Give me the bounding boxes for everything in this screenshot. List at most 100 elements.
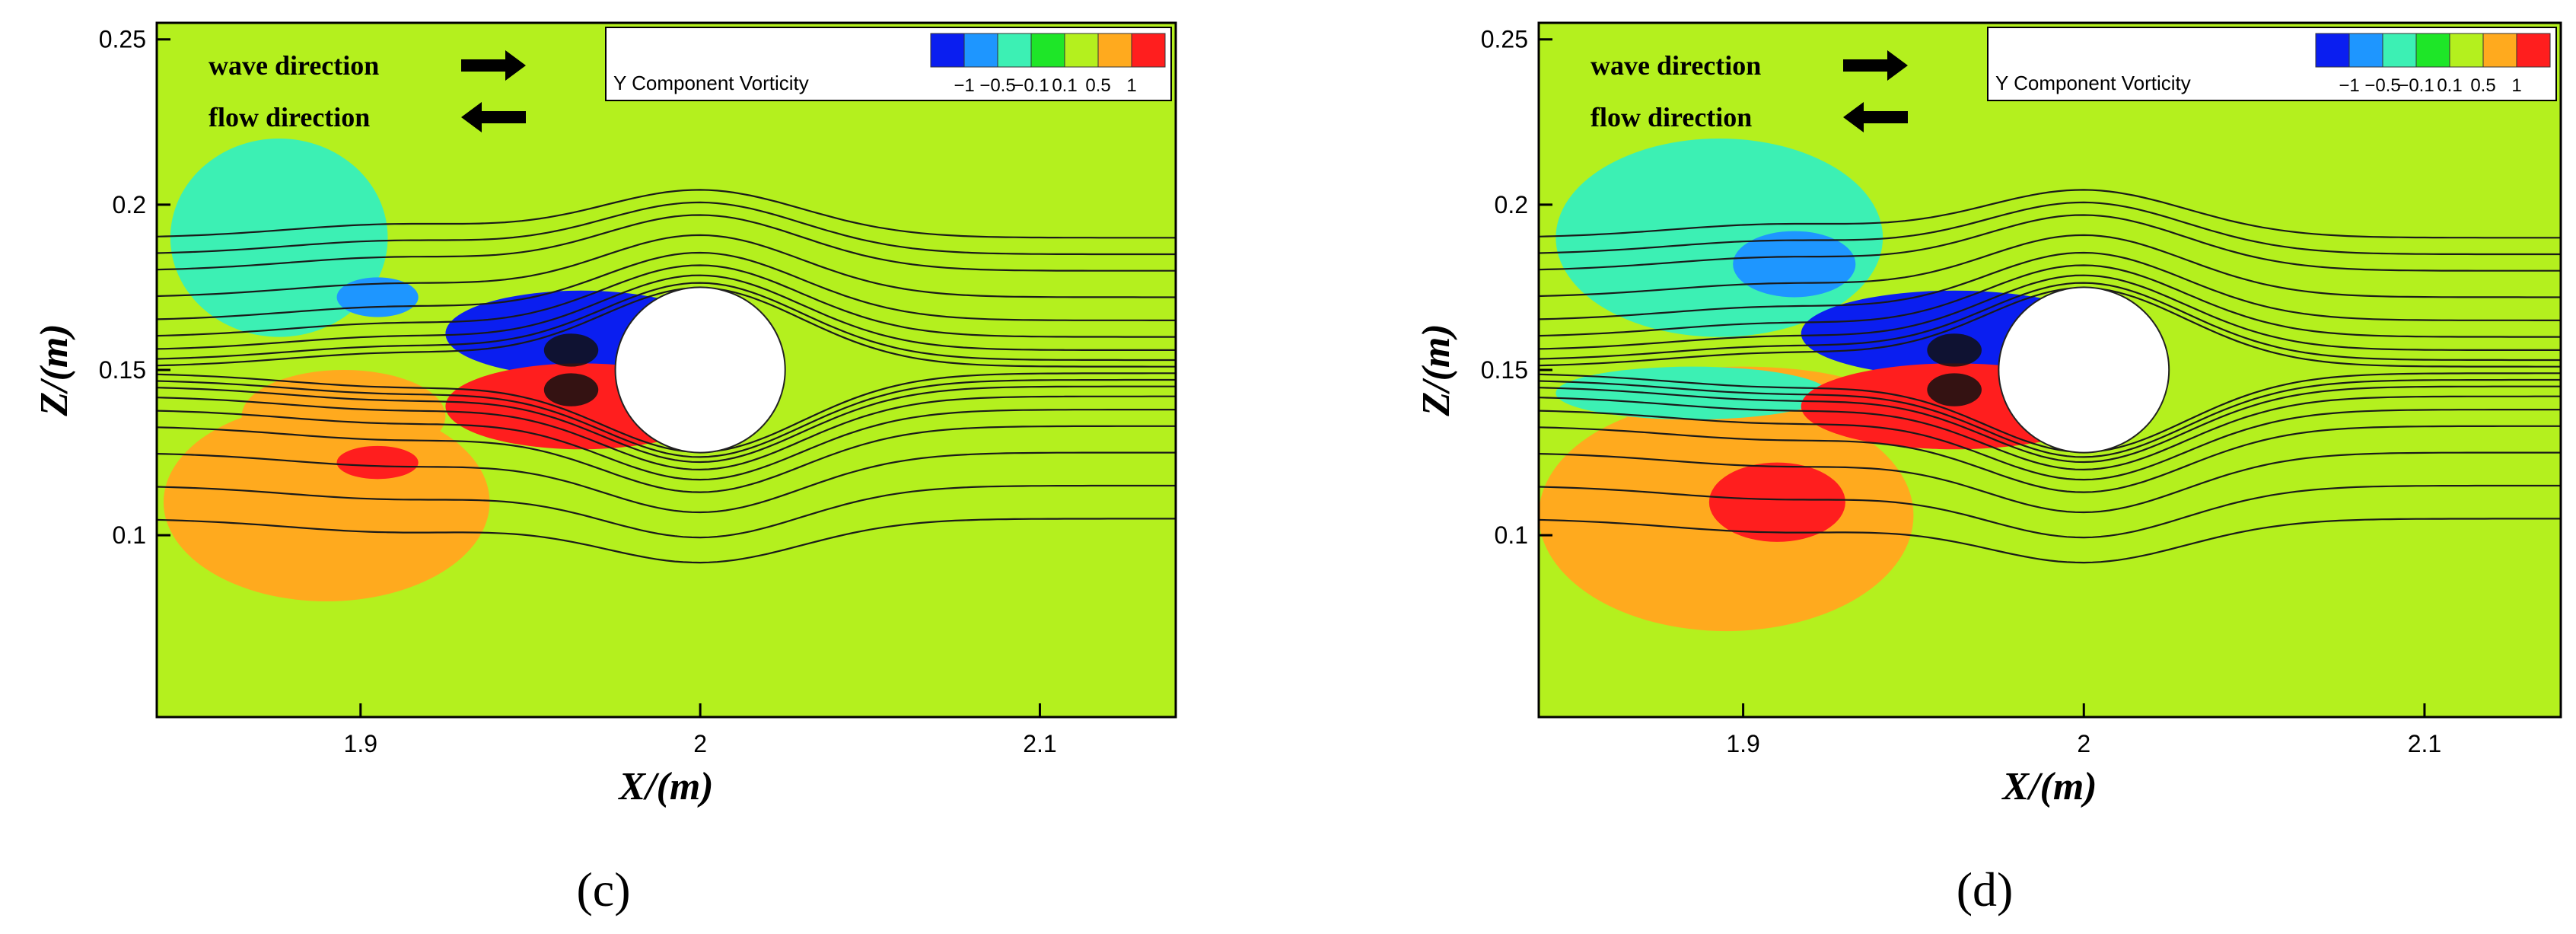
streamline bbox=[157, 395, 1176, 471]
annotation-text: flow direction bbox=[1590, 102, 1752, 132]
cylinder bbox=[614, 286, 786, 454]
streamline bbox=[1539, 189, 2561, 239]
legend-level-label: 0.5 bbox=[1085, 75, 1110, 96]
x-axis-label: X/(m) bbox=[2001, 765, 2097, 808]
legend-title: Y Component Vorticity bbox=[1995, 72, 2191, 94]
panel-c: 1.9 2 2.1 0.1 0.15 0.2 0.25 X/(m) Z/(m) (c) wave d… bbox=[33, 21, 1177, 916]
streamline bbox=[1539, 201, 2561, 256]
legend-swatch bbox=[1064, 33, 1099, 68]
streamline bbox=[157, 372, 1176, 453]
flow-direction-arrow-icon bbox=[1843, 102, 1908, 132]
streamline bbox=[1539, 287, 2561, 368]
legend-swatch bbox=[2315, 33, 2350, 68]
plot-area bbox=[1539, 23, 2561, 717]
y-axis-label: Z/(m) bbox=[33, 324, 76, 416]
legend-level-label: −1 bbox=[2339, 75, 2359, 96]
annotation-text: wave direction bbox=[1590, 50, 1761, 81]
vorticity-region bbox=[1555, 366, 1829, 420]
streamline bbox=[157, 425, 1176, 493]
streamline bbox=[1539, 518, 2561, 564]
x-tick-label: 1.9 bbox=[1726, 730, 1759, 757]
legend-swatch bbox=[963, 33, 998, 68]
streamline bbox=[157, 287, 1176, 368]
legend-swatch bbox=[2415, 33, 2450, 68]
legend-title: Y Component Vorticity bbox=[613, 72, 809, 94]
streamline bbox=[157, 234, 1176, 298]
streamline bbox=[157, 189, 1176, 239]
y-tick-label: 0.15 bbox=[99, 356, 146, 384]
streamline bbox=[157, 484, 1176, 539]
vorticity-region bbox=[170, 138, 388, 337]
vortex-core bbox=[1927, 333, 1982, 367]
x-tick-label: 2 bbox=[693, 730, 707, 757]
legend-level-label: −0.5 bbox=[2364, 75, 2400, 96]
legend-level-label: 1 bbox=[1126, 75, 1136, 96]
legend-swatch bbox=[2449, 33, 2484, 68]
legend-level-label: −1 bbox=[954, 75, 974, 96]
streamline bbox=[1539, 425, 2561, 493]
y-tick-label: 0.15 bbox=[1481, 356, 1528, 384]
streamline bbox=[157, 264, 1176, 338]
streamline bbox=[1539, 378, 2561, 458]
legend-swatch bbox=[997, 33, 1032, 68]
streamline bbox=[1539, 372, 2561, 453]
streamline bbox=[157, 385, 1176, 464]
y-axis-label: Z/(m) bbox=[1415, 324, 1458, 416]
legend-level-label: −0.1 bbox=[2398, 75, 2434, 96]
vortex-core bbox=[543, 333, 599, 367]
panel-label: (d) bbox=[1957, 862, 2014, 916]
streamline bbox=[1539, 385, 2561, 464]
legend-swatch bbox=[930, 33, 965, 68]
x-tick-label: 2.1 bbox=[2408, 730, 2441, 757]
vorticity-region bbox=[336, 445, 419, 480]
streamline bbox=[157, 451, 1176, 514]
streamline bbox=[157, 201, 1176, 256]
streamline bbox=[1539, 395, 2561, 471]
vorticity-region bbox=[1708, 462, 1845, 542]
legend-level-label: −0.1 bbox=[1013, 75, 1049, 96]
streamline bbox=[157, 274, 1176, 351]
streamline bbox=[157, 282, 1176, 362]
x-tick-label: 2 bbox=[2077, 730, 2090, 757]
legend-swatch bbox=[2348, 33, 2383, 68]
y-tick-label: 0.2 bbox=[1495, 191, 1528, 218]
y-tick-label: 0.1 bbox=[1495, 521, 1528, 549]
streamline bbox=[1539, 234, 2561, 298]
cylinder bbox=[1998, 286, 2170, 454]
legend-level-label: 0.5 bbox=[2470, 75, 2495, 96]
legend-swatch bbox=[2516, 33, 2551, 68]
streamline bbox=[1539, 264, 2561, 338]
streamline bbox=[1539, 214, 2561, 272]
streamline bbox=[1539, 484, 2561, 539]
streamline bbox=[157, 214, 1176, 272]
wave-direction-arrow-icon bbox=[1843, 50, 1908, 81]
flow-direction-arrow-icon bbox=[461, 102, 526, 132]
panel-label: (c) bbox=[576, 862, 630, 916]
x-tick-label: 2.1 bbox=[1023, 730, 1056, 757]
legend-swatch bbox=[1097, 33, 1132, 68]
x-tick-label: 1.9 bbox=[344, 730, 377, 757]
streamline bbox=[1539, 274, 2561, 351]
streamline bbox=[1539, 282, 2561, 362]
legend-swatch bbox=[1131, 33, 1166, 68]
streamline bbox=[157, 378, 1176, 458]
plot-area bbox=[157, 23, 1176, 717]
legend-swatch bbox=[2382, 33, 2417, 68]
vortex-core bbox=[1927, 373, 1982, 406]
panel-d: 1.9 2 2.1 0.1 0.15 0.2 0.25 X/(m) Z/(m) (d) wave d… bbox=[1415, 21, 2562, 916]
vorticity-region bbox=[1733, 231, 1856, 298]
legend-level-label: 0.1 bbox=[1052, 75, 1077, 96]
y-tick-label: 0.25 bbox=[99, 26, 146, 53]
legend-level-label: −0.5 bbox=[979, 75, 1015, 96]
annotation-text: flow direction bbox=[209, 102, 370, 132]
y-tick-label: 0.1 bbox=[113, 521, 146, 549]
x-axis-label: X/(m) bbox=[617, 765, 713, 808]
streamline bbox=[1539, 251, 2561, 321]
streamline bbox=[157, 251, 1176, 321]
legend-level-label: 1 bbox=[2511, 75, 2521, 96]
streamline bbox=[1539, 451, 2561, 514]
legend-swatch bbox=[2482, 33, 2517, 68]
vortex-core bbox=[543, 373, 599, 406]
legend-level-label: 0.1 bbox=[2437, 75, 2462, 96]
